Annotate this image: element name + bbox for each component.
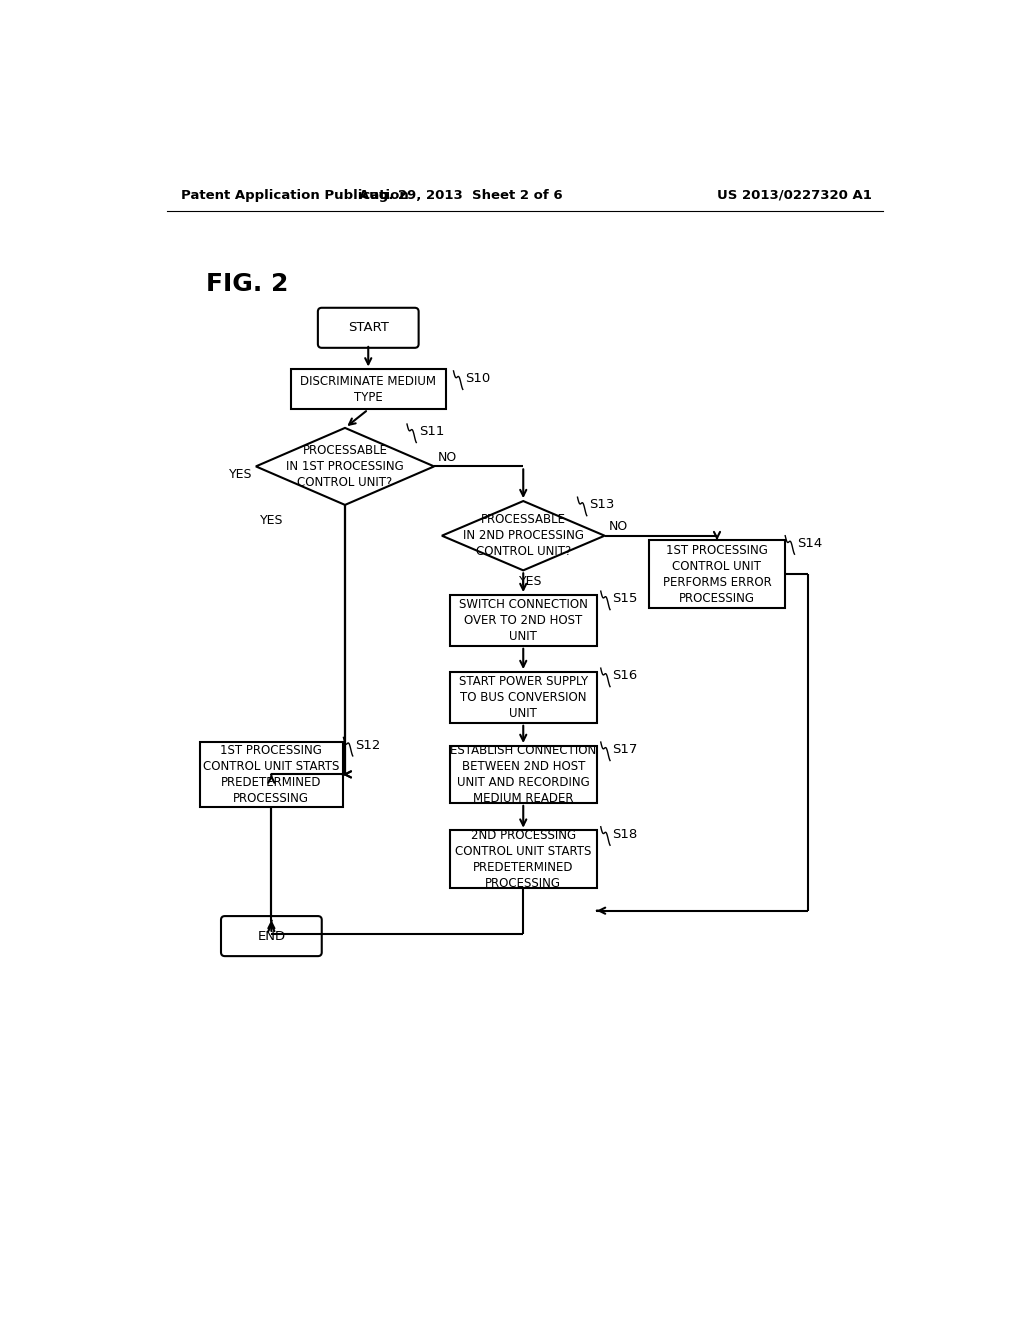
Text: YES: YES (228, 467, 252, 480)
Bar (649, 540, 784, 609)
Text: S18: S18 (612, 828, 638, 841)
Text: FIG. 2: FIG. 2 (206, 272, 288, 297)
Text: START POWER SUPPLY
TO BUS CONVERSION
UNIT: START POWER SUPPLY TO BUS CONVERSION UNI… (459, 675, 588, 719)
Text: Patent Application Publication: Patent Application Publication (180, 189, 409, 202)
Text: S15: S15 (612, 593, 638, 606)
Text: 1ST PROCESSING
CONTROL UNIT
PERFORMS ERROR
PROCESSING: 1ST PROCESSING CONTROL UNIT PERFORMS ERR… (663, 544, 771, 605)
Text: S13: S13 (589, 499, 614, 511)
Text: US 2013/0227320 A1: US 2013/0227320 A1 (717, 189, 872, 202)
Text: END: END (257, 929, 286, 942)
Text: 1ST PROCESSING
CONTROL UNIT STARTS
PREDETERMINED
PROCESSING: 1ST PROCESSING CONTROL UNIT STARTS PREDE… (203, 744, 340, 805)
Polygon shape (442, 502, 604, 570)
Text: PROCESSABLE
IN 2ND PROCESSING
CONTROL UNIT?: PROCESSABLE IN 2ND PROCESSING CONTROL UN… (463, 513, 584, 558)
Text: S16: S16 (612, 669, 638, 682)
Text: Aug. 29, 2013  Sheet 2 of 6: Aug. 29, 2013 Sheet 2 of 6 (359, 189, 563, 202)
Text: S14: S14 (797, 537, 822, 550)
Text: ESTABLISH CONNECTION
BETWEEN 2ND HOST
UNIT AND RECORDING
MEDIUM READER: ESTABLISH CONNECTION BETWEEN 2ND HOST UN… (451, 744, 596, 805)
Text: S12: S12 (355, 739, 381, 751)
Text: DISCRIMINATE MEDIUM
TYPE: DISCRIMINATE MEDIUM TYPE (300, 375, 436, 404)
Text: S11: S11 (419, 425, 444, 438)
Text: YES: YES (519, 576, 543, 587)
FancyBboxPatch shape (317, 308, 419, 348)
FancyBboxPatch shape (221, 916, 322, 956)
Bar (450, 830, 597, 888)
Bar (450, 595, 597, 645)
Text: NO: NO (608, 520, 628, 533)
Bar (450, 672, 597, 723)
Text: NO: NO (438, 450, 458, 463)
Text: YES: YES (260, 515, 284, 527)
Text: S17: S17 (612, 743, 638, 756)
Text: S10: S10 (465, 372, 490, 385)
Text: 2ND PROCESSING
CONTROL UNIT STARTS
PREDETERMINED
PROCESSING: 2ND PROCESSING CONTROL UNIT STARTS PREDE… (455, 829, 592, 890)
Bar (200, 742, 343, 807)
Text: START: START (348, 321, 389, 334)
Text: PROCESSABLE
IN 1ST PROCESSING
CONTROL UNIT?: PROCESSABLE IN 1ST PROCESSING CONTROL UN… (286, 444, 403, 488)
Bar (291, 370, 445, 409)
Polygon shape (256, 428, 434, 506)
Bar (450, 746, 597, 804)
Text: SWITCH CONNECTION
OVER TO 2ND HOST
UNIT: SWITCH CONNECTION OVER TO 2ND HOST UNIT (459, 598, 588, 643)
